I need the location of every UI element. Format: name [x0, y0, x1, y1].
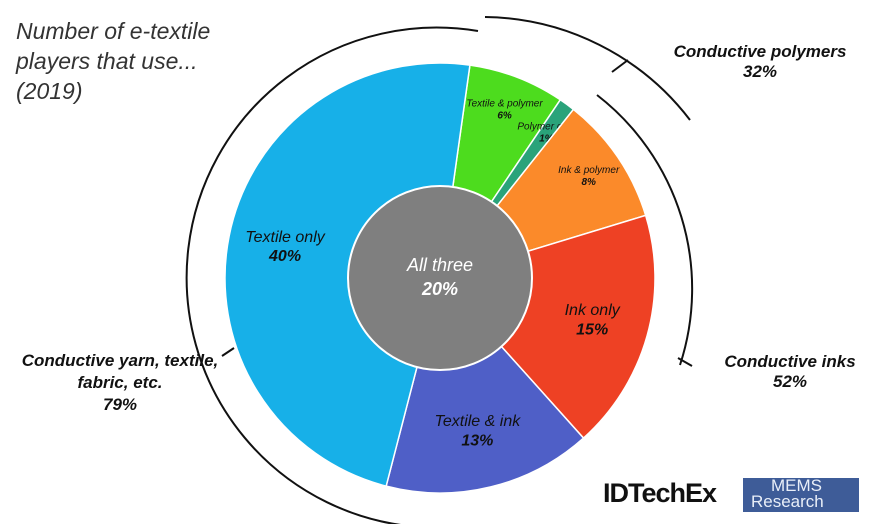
segment-value: 15% [576, 321, 608, 338]
logo: IDTechEx [603, 478, 717, 508]
group-value: 32% [742, 62, 778, 81]
group-name: Conductive inks [724, 352, 856, 371]
segment-value: 13% [461, 432, 493, 449]
segment-value: 6% [497, 111, 512, 122]
center-value: 20% [421, 279, 458, 299]
inks-bracket [596, 94, 694, 366]
group-value: 79% [102, 395, 138, 414]
segment-label: Textile only [245, 229, 325, 246]
group-label: Conductive yarn, textile, fabric, etc. 79… [20, 350, 220, 416]
center-label: All three [406, 255, 473, 275]
yarn-bracket [185, 26, 479, 524]
segment-value: 8% [581, 177, 596, 188]
segment-value: 1% [539, 133, 554, 144]
group-name: Conductive yarn, textile, fabric, etc. [21, 351, 219, 392]
watermark-text: Research [751, 492, 824, 511]
bracket-tick [221, 347, 235, 357]
bracket-tick [677, 357, 693, 367]
group-name: Conductive polymers [673, 42, 847, 61]
group-brackets [185, 16, 694, 524]
segment-label: Polymer only [517, 121, 576, 132]
polymers-bracket [484, 16, 691, 121]
segment-label: Ink only [565, 302, 621, 319]
group-label: Conductive polymers 32% [640, 42, 877, 82]
group-label: Conductive inks 52% [700, 352, 877, 392]
group-value: 52% [772, 372, 808, 391]
center-circle [347, 185, 533, 371]
segment-label: Textile & polymer [466, 99, 543, 110]
segment-label: Textile & ink [435, 413, 522, 430]
bracket-tick [611, 59, 629, 73]
watermark: MEMS Research [743, 476, 859, 512]
segment-value: 40% [268, 248, 301, 265]
chart-title: Number of e-textile players that use... … [16, 18, 211, 104]
segment-label: Ink & polymer [558, 165, 620, 176]
watermark-text: MEMS [771, 476, 822, 495]
